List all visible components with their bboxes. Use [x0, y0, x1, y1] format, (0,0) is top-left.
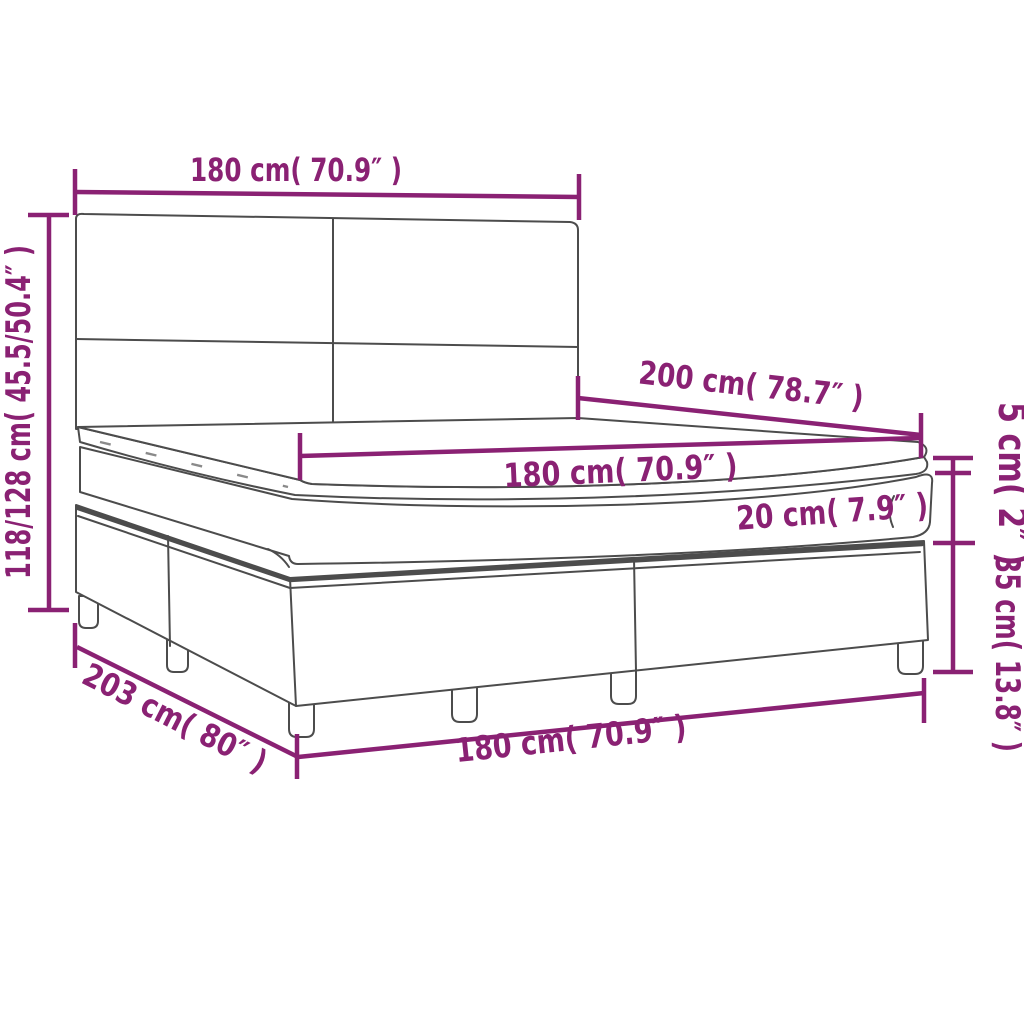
bed-leg [78, 595, 99, 629]
dim-label-frame-width: 180 cm( 70.9″ ) [453, 707, 688, 770]
headboard [75, 212, 579, 430]
mattress [79, 446, 934, 568]
base-front-seam [633, 557, 637, 672]
dim-total-height: 118/128 cm( 45.5/50.4″ ) [0, 212, 69, 613]
base-front-corner-edge [289, 577, 297, 707]
dim-line [577, 395, 922, 438]
dim-line [75, 644, 300, 760]
base-side-seam [167, 535, 171, 647]
mattress-topper [77, 417, 929, 501]
dim-label-topper-height: 5 cm( 2″ ) [990, 402, 1024, 566]
topper-top-face [77, 417, 928, 489]
dim-label-total-height: 118/128 cm( 45.5/50.4″ ) [0, 245, 39, 579]
bed-drawing [75, 212, 934, 738]
bed-leg [610, 669, 637, 705]
headboard-horizontal-divider [75, 338, 579, 348]
dim-label-base-height: 35 cm( 13.8″ ) [987, 556, 1024, 752]
dim-line [74, 189, 580, 200]
base [75, 504, 929, 738]
dim-line [299, 435, 922, 459]
dim-headboard-width: 180 cm( 70.9″ ) [72, 151, 582, 220]
dim-label-headboard-width: 180 cm( 70.9″ ) [190, 151, 402, 189]
base-piping-seam [77, 515, 921, 589]
bed-leg [897, 639, 924, 675]
mattress-corner-seam-left [267, 548, 290, 568]
dim-line [297, 690, 925, 760]
mattress-corner-seam-right [888, 495, 895, 528]
topper-stitching [99, 440, 289, 489]
base-top-piping [75, 505, 925, 583]
bed-leg [451, 685, 478, 723]
headboard-outline [75, 212, 579, 430]
mattress-outline [79, 446, 934, 565]
bed-leg [288, 702, 315, 738]
dim-right-heights: 5 cm( 2″ ) 35 cm( 13.8″ ) [933, 402, 1024, 752]
